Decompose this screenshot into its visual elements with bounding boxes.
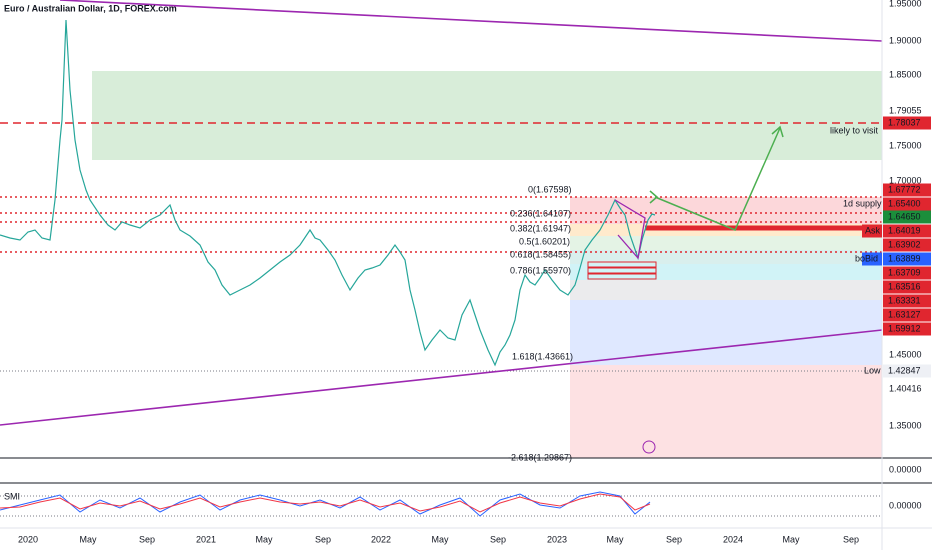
- box: [587, 261, 657, 268]
- price-tag: [883, 116, 931, 130]
- fib-label: 0.618(1.58455): [510, 249, 571, 259]
- fib-zone: [570, 250, 882, 264]
- smi-signal: [0, 493, 651, 513]
- time-label: May: [79, 534, 97, 544]
- fib-zone: [570, 365, 882, 458]
- time-label: May: [431, 534, 449, 544]
- price-tag-value: 1.67772: [888, 184, 921, 194]
- time-label: May: [606, 534, 624, 544]
- fib-label: 0.5(1.60201): [519, 236, 570, 246]
- price-tag: [883, 197, 931, 211]
- price-label: 1.40416: [889, 383, 922, 393]
- price-tag: [883, 210, 931, 224]
- price-tag-value: 1.63127: [888, 309, 921, 319]
- price-tag-value: 1.63516: [888, 281, 921, 291]
- price-tag-value: 1.64650: [888, 211, 921, 221]
- price-tag: [883, 364, 931, 378]
- time-label: Sep: [666, 534, 682, 544]
- fib-label: 0.382(1.61947): [510, 223, 571, 233]
- fib-zone: [570, 264, 882, 280]
- price-label: 1.35000: [889, 420, 922, 430]
- fib-zone: [570, 300, 882, 365]
- price-tag: [883, 183, 931, 197]
- price-tag-value: 1.63899: [888, 253, 921, 263]
- price-tag: [883, 294, 931, 308]
- projection-arrow: [654, 127, 781, 231]
- time-label: May: [255, 534, 273, 544]
- annotation: likely to visit: [830, 125, 879, 135]
- time-label: Sep: [139, 534, 155, 544]
- tag-label-box: [862, 252, 882, 266]
- price-tag-value: 1.63902: [888, 239, 921, 249]
- price-label: 1.45000: [889, 349, 922, 359]
- chart-title: Euro / Australian Dollar, 1D, FOREX.com: [4, 3, 177, 13]
- annotation: Low: [864, 365, 881, 375]
- price-tag-value: 1.65400: [888, 198, 921, 208]
- price-label: 0.00000: [889, 500, 922, 510]
- event-icon: [642, 440, 656, 454]
- tag-label: Ask: [865, 225, 881, 235]
- price-label: 1.70000: [889, 175, 922, 185]
- fib-label: 0(1.67598): [528, 184, 572, 194]
- price-tag: [883, 224, 931, 238]
- price-label: 1.85000: [889, 69, 922, 79]
- time-label: Sep: [315, 534, 331, 544]
- price-label: 0.00000: [889, 464, 922, 474]
- price-label: 1.95000: [889, 0, 922, 8]
- fib-zone: [570, 236, 882, 250]
- time-label: Sep: [490, 534, 506, 544]
- price-tag-value: 1.63709: [888, 267, 921, 277]
- trend-line: [59, 0, 883, 42]
- rects: [587, 261, 657, 280]
- annotation: SMI: [4, 491, 20, 501]
- price-tag: [883, 308, 931, 322]
- price-label: 1.79055: [889, 105, 922, 115]
- fib-label: 0.786(1.55970): [510, 265, 571, 275]
- tag-label-box: [862, 224, 882, 238]
- price-path: [0, 19, 656, 367]
- annotation: bo: [855, 253, 865, 263]
- price-tag-value: 1.78037: [888, 117, 921, 127]
- price-tag-value: 1.42847: [888, 365, 921, 375]
- time-label: 2020: [18, 534, 38, 544]
- time-label: 2024: [723, 534, 743, 544]
- fib-label: 0.236(1.64107): [510, 208, 571, 218]
- price-tag: [883, 252, 931, 266]
- price-label: 1.75000: [889, 140, 922, 150]
- arrow-head: [771, 125, 784, 138]
- time-label: 2021: [196, 534, 216, 544]
- price-tag: [883, 238, 931, 252]
- target-zone: [92, 71, 882, 160]
- fib-label: 1.618(1.43661): [512, 351, 573, 361]
- price-tag: [883, 280, 931, 294]
- price-tag-value: 1.64019: [888, 225, 921, 235]
- box: [587, 267, 657, 274]
- annotation: 1d supply: [843, 198, 882, 208]
- time-label: 2023: [547, 534, 567, 544]
- levels: [0, 122, 882, 253]
- tag-label: Bid: [865, 253, 878, 263]
- price-tag: [883, 322, 931, 336]
- time-label: Sep: [843, 534, 859, 544]
- fib-label: -2.618(1.29867): [508, 452, 572, 462]
- price-label: 1.90000: [889, 35, 922, 45]
- trend-line: [0, 329, 883, 426]
- price-tag: [883, 266, 931, 280]
- flag-pattern: [614, 199, 646, 260]
- fib-zone: [570, 280, 882, 300]
- time-label: May: [782, 534, 800, 544]
- arrow-head: [649, 190, 659, 204]
- time-label: 2022: [371, 534, 391, 544]
- price-tag-value: 1.59912: [888, 323, 921, 333]
- box: [587, 273, 657, 280]
- price-tag-value: 1.63331: [888, 295, 921, 305]
